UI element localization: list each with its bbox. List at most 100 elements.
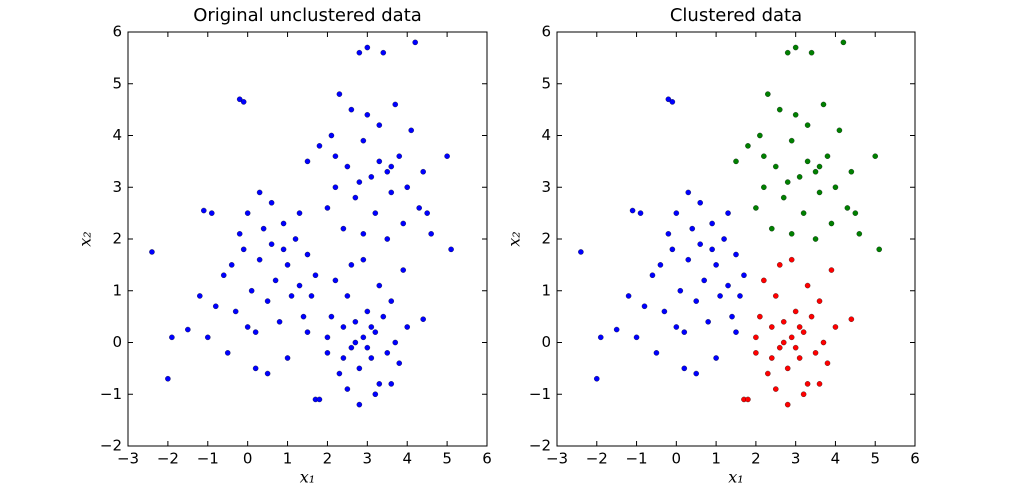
scatter-point [296,282,303,289]
scatter-point [232,308,239,315]
scatter-point [848,168,855,175]
chart-title: Clustered data [670,5,802,26]
y-tick-label: 5 [112,74,122,92]
scatter-point [769,225,775,232]
scatter-point [344,293,351,299]
scatter-point [380,313,387,320]
scatter-point [256,189,263,196]
x-tick-label: 6 [910,450,920,468]
scatter-point [252,329,259,335]
scatter-point [284,262,291,268]
scatter-point [368,355,375,361]
scatter-point [340,225,347,232]
scatter-point [816,189,823,196]
scatter-point [598,334,604,341]
scatter-point [796,174,803,180]
scatter-point [578,249,584,255]
scatter-point [280,220,287,227]
y-axis-label: x₂ [76,231,95,246]
scatter-point [396,360,402,366]
scatter-point [761,277,767,284]
scatter-point [328,313,335,320]
scatter-point [792,44,799,51]
scatter-point [388,163,395,170]
scatter-point [368,174,375,180]
scatter-point [792,112,799,118]
scatter-point [280,246,287,253]
y-tick-label: 2 [541,230,551,248]
scatter-point [741,272,747,278]
x-axis-label: x₁ [728,468,743,487]
scatter-point [733,329,739,335]
scatter-point [284,355,291,361]
scatter-point [725,282,731,289]
scatter-point [637,210,644,216]
scatter-point [753,205,759,211]
scatter-point [316,396,323,403]
scatter-point [300,313,307,320]
x-tick-label: 5 [442,450,452,468]
scatter-point [344,163,351,170]
scatter-point [240,246,247,253]
scatter-point [392,339,399,346]
scatter-point [665,231,672,237]
scatter-point [713,355,719,361]
scatter-point [852,210,859,216]
scatter-point [248,287,255,294]
scatter-point [780,339,787,346]
scatter-point [629,207,636,214]
scatter-point [804,381,811,387]
scatter-point [784,179,791,185]
scatter-point [816,163,823,170]
scatter-point [804,122,811,128]
scatter-point [416,205,422,211]
scatter-point [268,241,275,247]
scatter-point [312,272,319,278]
scatter-point [657,262,664,268]
scatter-point [804,282,811,289]
scatter-point [360,334,367,341]
scatter-point [757,132,763,139]
scatter-point [713,262,719,268]
scatter-point [372,210,379,216]
scatter-point [360,137,367,144]
scatter-point [236,96,243,103]
x-tick-label: −1 [625,450,647,468]
scatter-point [653,350,660,356]
scatter-point [812,350,819,356]
scatter-point [344,386,351,392]
scatter-point [685,189,692,196]
scatter-point [328,132,335,139]
scatter-point [388,381,395,387]
x-tick-label: 5 [870,450,880,468]
scatter-point [256,256,263,263]
scatter-point [384,168,391,175]
x-tick-label: 6 [482,450,492,468]
scatter-point [364,344,371,351]
scatter-point [388,189,395,196]
scatter-point [356,49,363,56]
scatter-point [304,329,311,335]
scatter-point [220,272,227,278]
scatter-point [800,391,807,397]
scatter-point [780,319,787,325]
y-tick-label: −2 [529,437,551,455]
scatter-point [788,137,795,144]
scatter-point [784,49,791,56]
scatter-point [264,298,271,304]
scatter-point [773,386,779,392]
scatter-point [669,99,676,105]
scatter-point [816,381,823,387]
x-axis-label: x₁ [300,468,315,487]
scatter-point [745,143,751,149]
scatter-point [364,44,371,51]
scatter-point [844,205,851,211]
scatter-point [832,324,839,330]
scatter-point [272,277,279,284]
y-tick-label: 4 [541,126,551,144]
scatter-point [352,339,359,346]
scatter-point [340,355,347,361]
scatter-point [836,127,843,134]
scatter-point [693,370,699,377]
